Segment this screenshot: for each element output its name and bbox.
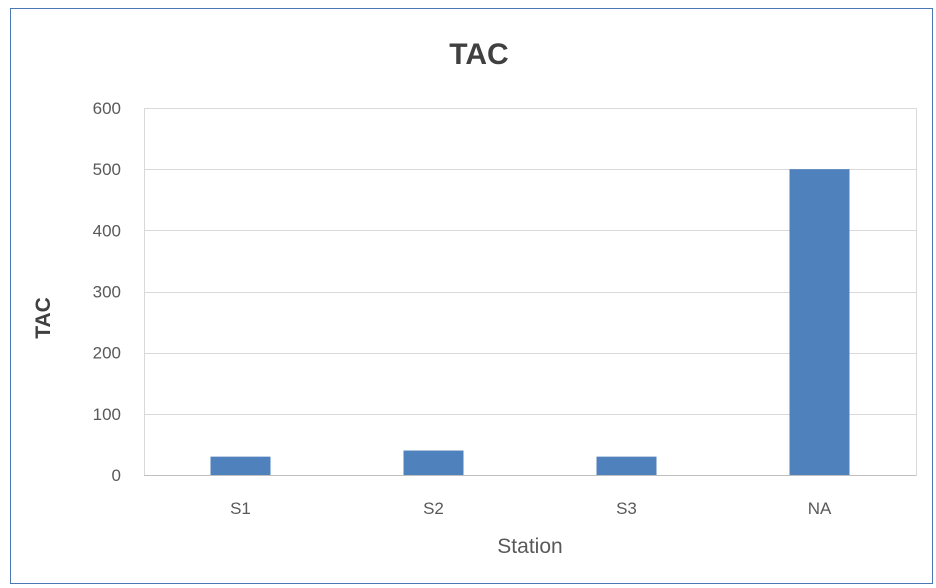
x-tick-label: S2: [423, 499, 444, 518]
y-tick-label: 600: [93, 99, 121, 118]
y-tick-label: 100: [93, 405, 121, 424]
chart-title: TAC: [449, 38, 508, 71]
y-tick-label: 500: [93, 160, 121, 179]
y-tick-label: 400: [93, 221, 121, 240]
x-tick-label: NA: [808, 499, 832, 518]
x-tick-label: S3: [616, 499, 637, 518]
y-tick-label: 200: [93, 344, 121, 363]
bar-na: [789, 169, 850, 475]
x-tick-label: S1: [230, 499, 251, 518]
bar-s3: [596, 456, 657, 475]
chart-outer-border: [10, 8, 933, 584]
bar-s2: [403, 450, 464, 475]
y-tick-label: 300: [93, 283, 121, 302]
x-axis-title: Station: [497, 535, 562, 558]
plot-area: 0 100 200 300 400 500 600 S1 S2 S3 NA: [93, 99, 917, 518]
bar-s1: [210, 456, 271, 475]
y-tick-label: 0: [112, 466, 121, 485]
y-axis-title: TAC: [32, 297, 55, 339]
